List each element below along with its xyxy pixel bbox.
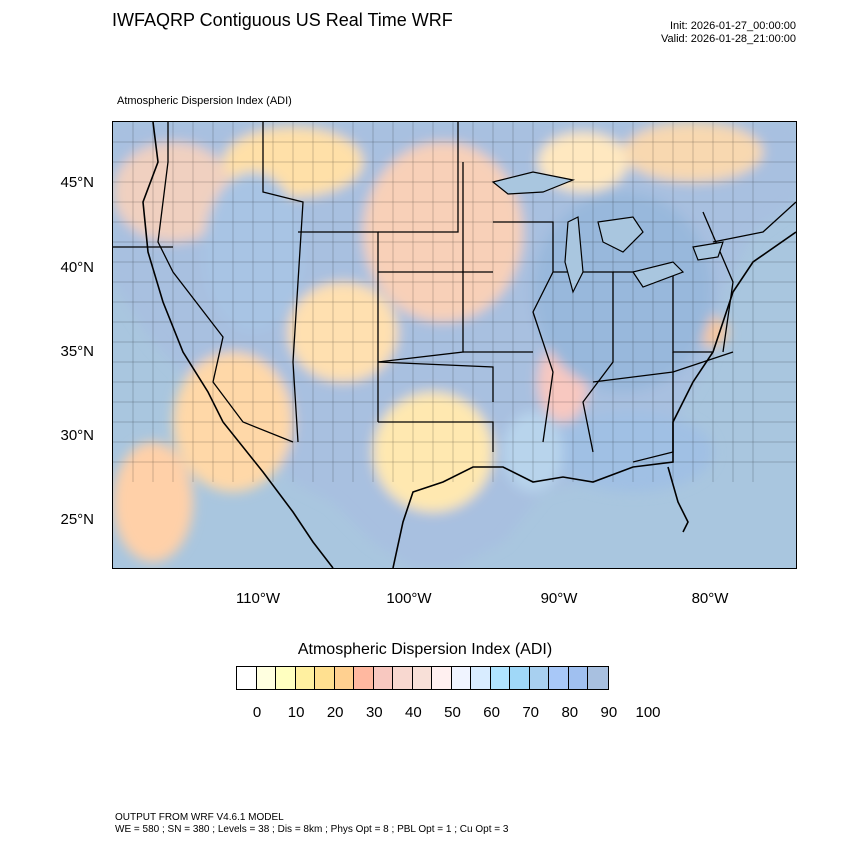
colorbar-swatch xyxy=(412,667,432,689)
lon-label-100: 100°W xyxy=(386,590,432,607)
colorbar-swatch xyxy=(588,667,608,689)
model-config: WE = 580 ; SN = 380 ; Levels = 38 ; Dis … xyxy=(115,824,509,835)
colorbar-swatch xyxy=(315,667,335,689)
great-lakes xyxy=(491,171,724,294)
colorbar-tick-label: 20 xyxy=(326,704,344,721)
colorbar-swatch xyxy=(549,667,569,689)
run-times: Init: 2026-01-27_00:00:00 Valid: 2026-01… xyxy=(661,20,796,46)
lat-label-35: 35°N xyxy=(60,343,94,360)
colorbar-tick-label: 80 xyxy=(561,704,579,721)
colorbar-swatch xyxy=(354,667,374,689)
colorbar-tick-label: 30 xyxy=(365,704,383,721)
colorbar-swatch xyxy=(490,667,510,689)
county-boundaries xyxy=(113,122,796,482)
field-subtitle: Atmospheric Dispersion Index (ADI) xyxy=(117,95,292,107)
colorbar-swatch xyxy=(432,667,452,689)
colorbar-tick-label: 90 xyxy=(600,704,618,721)
colorbar-swatch xyxy=(276,667,296,689)
colorbar-swatch xyxy=(295,667,315,689)
lat-label-25: 25°N xyxy=(60,511,94,528)
init-time: Init: 2026-01-27_00:00:00 xyxy=(670,20,796,32)
map-canvas xyxy=(113,122,796,568)
colorbar-tick-label: 50 xyxy=(444,704,461,721)
colorbar xyxy=(236,666,609,690)
colorbar-swatch xyxy=(256,667,276,689)
colorbar-swatch xyxy=(510,667,530,689)
colorbar-swatch xyxy=(529,667,549,689)
map-title: IWFAQRP Contiguous US Real Time WRF xyxy=(112,10,453,30)
colorbar-swatch xyxy=(471,667,491,689)
colorbar-swatch xyxy=(393,667,413,689)
valid-time: Valid: 2026-01-28_21:00:00 xyxy=(661,33,796,45)
colorbar-tick-label: 70 xyxy=(522,704,540,721)
colorbar-swatch xyxy=(237,667,257,689)
colorbar-tick-label: 60 xyxy=(483,704,500,721)
lat-label-30: 30°N xyxy=(60,427,94,444)
colorbar-tick-label: 0 xyxy=(252,704,262,721)
colorbar-swatch xyxy=(334,667,354,689)
lon-label-90: 90°W xyxy=(540,590,578,607)
coastlines xyxy=(142,122,796,568)
lon-label-80: 80°W xyxy=(691,590,729,607)
adi-field xyxy=(113,122,796,568)
colorbar-swatch xyxy=(373,667,393,689)
model-version: OUTPUT FROM WRF V4.6.1 MODEL xyxy=(115,812,284,823)
adi-map xyxy=(112,121,797,569)
colorbar-tick-label: 10 xyxy=(287,704,305,721)
colorbar-title: Atmospheric Dispersion Index (ADI) xyxy=(297,641,553,658)
colorbar-swatch xyxy=(451,667,471,689)
colorbar-tick-label: 100 xyxy=(635,704,661,721)
lon-label-110: 110°W xyxy=(235,590,281,607)
lat-label-45: 45°N xyxy=(60,174,94,191)
colorbar-tick-label: 40 xyxy=(405,704,422,721)
colorbar-swatch xyxy=(568,667,588,689)
lat-label-40: 40°N xyxy=(60,259,94,276)
model-info: OUTPUT FROM WRF V4.6.1 MODEL WE = 580 ; … xyxy=(115,812,508,836)
